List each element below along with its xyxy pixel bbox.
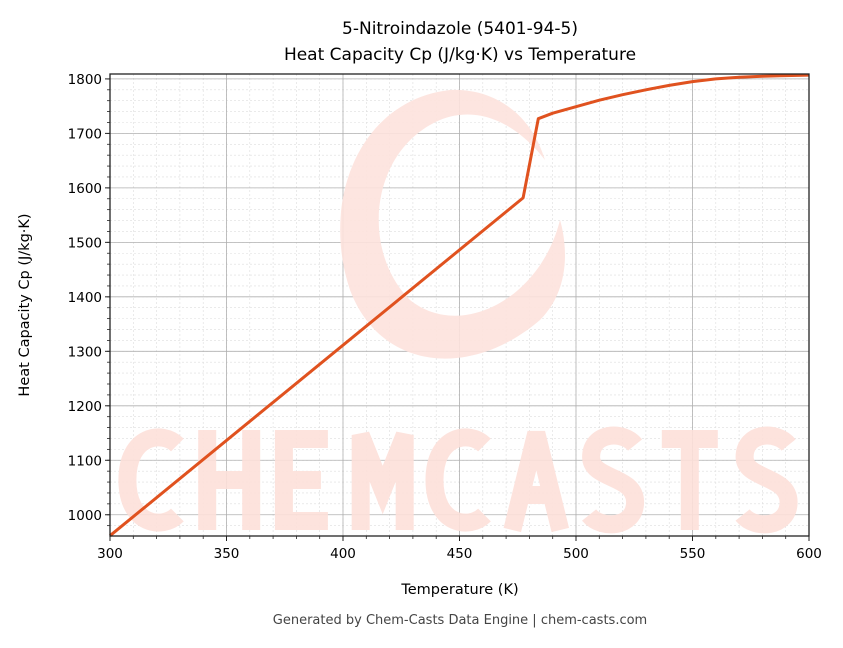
watermark-letter-stroke (661, 430, 718, 530)
watermark-letter (582, 426, 645, 534)
watermark-letter (735, 426, 798, 534)
watermark-letter-stroke (198, 430, 261, 530)
series-layer (109, 73, 810, 537)
x-tick-label: 400 (330, 546, 356, 562)
y-tick-label: 1400 (68, 290, 102, 306)
y-tick-label: 1200 (68, 399, 102, 415)
footer-credit: Generated by Chem-Casts Data Engine | ch… (273, 613, 647, 628)
x-tick-label: 350 (214, 546, 240, 562)
y-tick-label: 1600 (68, 181, 102, 197)
y-tick-label: 1000 (68, 508, 102, 524)
y-tick-label: 1500 (68, 235, 102, 251)
x-tick-label: 500 (563, 546, 589, 562)
watermark-letter-stroke (118, 428, 184, 532)
watermark-logo (118, 89, 798, 534)
axis-ticks: 300 350 400 450 500 550 600 1000 1100 1200 1300 140… (68, 72, 822, 562)
y-tick-label: 1300 (68, 344, 102, 360)
watermark-letter (503, 430, 570, 533)
watermark-letter-stroke (274, 430, 328, 530)
watermark-letter (198, 430, 261, 530)
watermark-letter-stroke (582, 426, 645, 534)
y-axis-label: Heat Capacity Cp (J/kg·K) (17, 213, 33, 396)
y-tick-label: 1700 (68, 126, 102, 142)
chart-title: 5-Nitroindazole (5401-94-5) (342, 19, 578, 39)
watermark-letter (274, 430, 328, 530)
watermark-letter (351, 431, 414, 530)
x-tick-label: 300 (97, 546, 123, 562)
x-tick-label: 450 (447, 546, 473, 562)
watermark-letter-stroke (503, 430, 570, 533)
x-tick-label: 550 (680, 546, 706, 562)
x-tick-label: 600 (796, 546, 822, 562)
series-line-cp (109, 73, 810, 537)
watermark-letter (661, 430, 718, 530)
y-tick-label: 1800 (68, 72, 102, 88)
chart-subtitle: Heat Capacity Cp (J/kg·K) vs Temperature (284, 45, 636, 65)
watermark-lettering (118, 426, 798, 534)
plot-frame (109, 73, 810, 537)
y-tick-label: 1100 (68, 453, 102, 469)
watermark-letter-stroke (735, 426, 798, 534)
watermark-letter-stroke (351, 431, 414, 530)
watermark-swirl-icon (340, 89, 565, 359)
watermark-letter-stroke (425, 428, 491, 532)
watermark-letter (425, 428, 491, 532)
watermark-letter (118, 428, 184, 532)
x-axis-label: Temperature (K) (400, 582, 518, 598)
